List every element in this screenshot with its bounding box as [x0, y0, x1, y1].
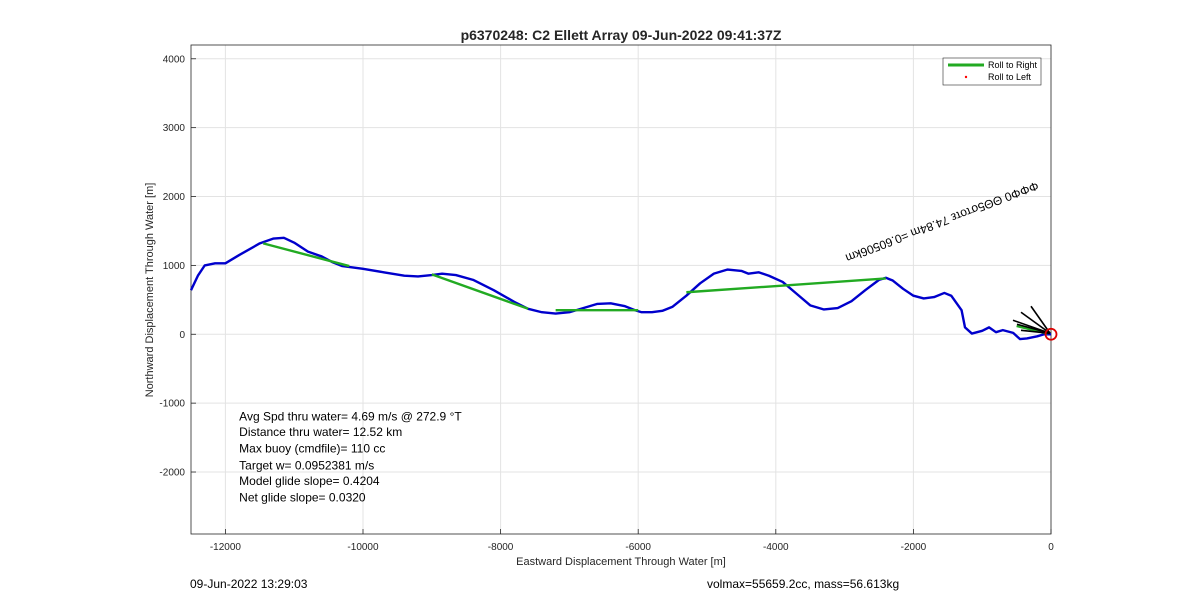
chart-title: p6370248: C2 Ellett Array 09-Jun-2022 09…: [461, 27, 782, 43]
x-tick-label: -8000: [488, 542, 514, 553]
stats-annotation: Model glide slope= 0.4204: [239, 474, 380, 488]
stats-annotation: Avg Spd thru water= 4.69 m/s @ 272.9 °T: [239, 409, 462, 423]
x-tick-label: -6000: [625, 542, 651, 553]
legend-box: [942, 57, 1042, 86]
x-tick-label: -4000: [763, 542, 789, 553]
x-tick-label: -12000: [210, 542, 242, 553]
legend-swatch-roll-left: [964, 75, 968, 79]
y-tick-label: 1000: [163, 261, 186, 272]
series-layer: [189, 236, 1051, 341]
current-arrow: [1012, 319, 1051, 335]
stats-annotation: Distance thru water= 12.52 km: [239, 425, 402, 439]
current-arrow: [1020, 311, 1051, 334]
y-tick-label: 0: [179, 330, 185, 341]
y-tick-label: 2000: [163, 192, 186, 203]
stats-annotation: Max buoy (cmdfile)= 110 cc: [239, 442, 385, 456]
roll-right-segment: [686, 277, 886, 294]
legend-label-roll-right: Roll to Right: [988, 60, 1038, 70]
roll-right-segment: [262, 242, 350, 268]
stats-annotation: Target w= 0.0952381 m/s: [239, 458, 374, 472]
legend: Roll to Right Roll to Left: [942, 57, 1042, 86]
x-tick-label: -2000: [901, 542, 927, 553]
roll-right-segment: [431, 273, 529, 310]
y-tick-label: 3000: [163, 123, 186, 134]
footer-volmax-mass: volmax=55659.2cc, mass=56.613kg: [707, 577, 900, 591]
current-arrow: [1030, 305, 1051, 334]
ticks: -12000 -10000 -8000 -6000 -4000 -2000 0-2000-1…: [159, 54, 1054, 553]
x-tick-label: -10000: [347, 542, 379, 553]
legend-label-roll-left: Roll to Left: [988, 72, 1032, 82]
grid: [191, 45, 1052, 534]
end-marker: [1044, 327, 1058, 341]
y-axis-label: Northward Displacement Through Water [m]: [144, 183, 156, 398]
x-tick-label: 0: [1048, 542, 1054, 553]
y-tick-label: -2000: [159, 468, 185, 479]
footer-timestamp: 09-Jun-2022 13:29:03: [190, 577, 308, 591]
y-tick-label: -1000: [159, 399, 185, 410]
y-tick-label: 4000: [163, 54, 186, 65]
stats-annotation: Net glide slope= 0.0320: [239, 491, 366, 505]
plot-area: [191, 45, 1051, 534]
x-axis-label: Eastward Displacement Through Water [m]: [516, 556, 726, 568]
